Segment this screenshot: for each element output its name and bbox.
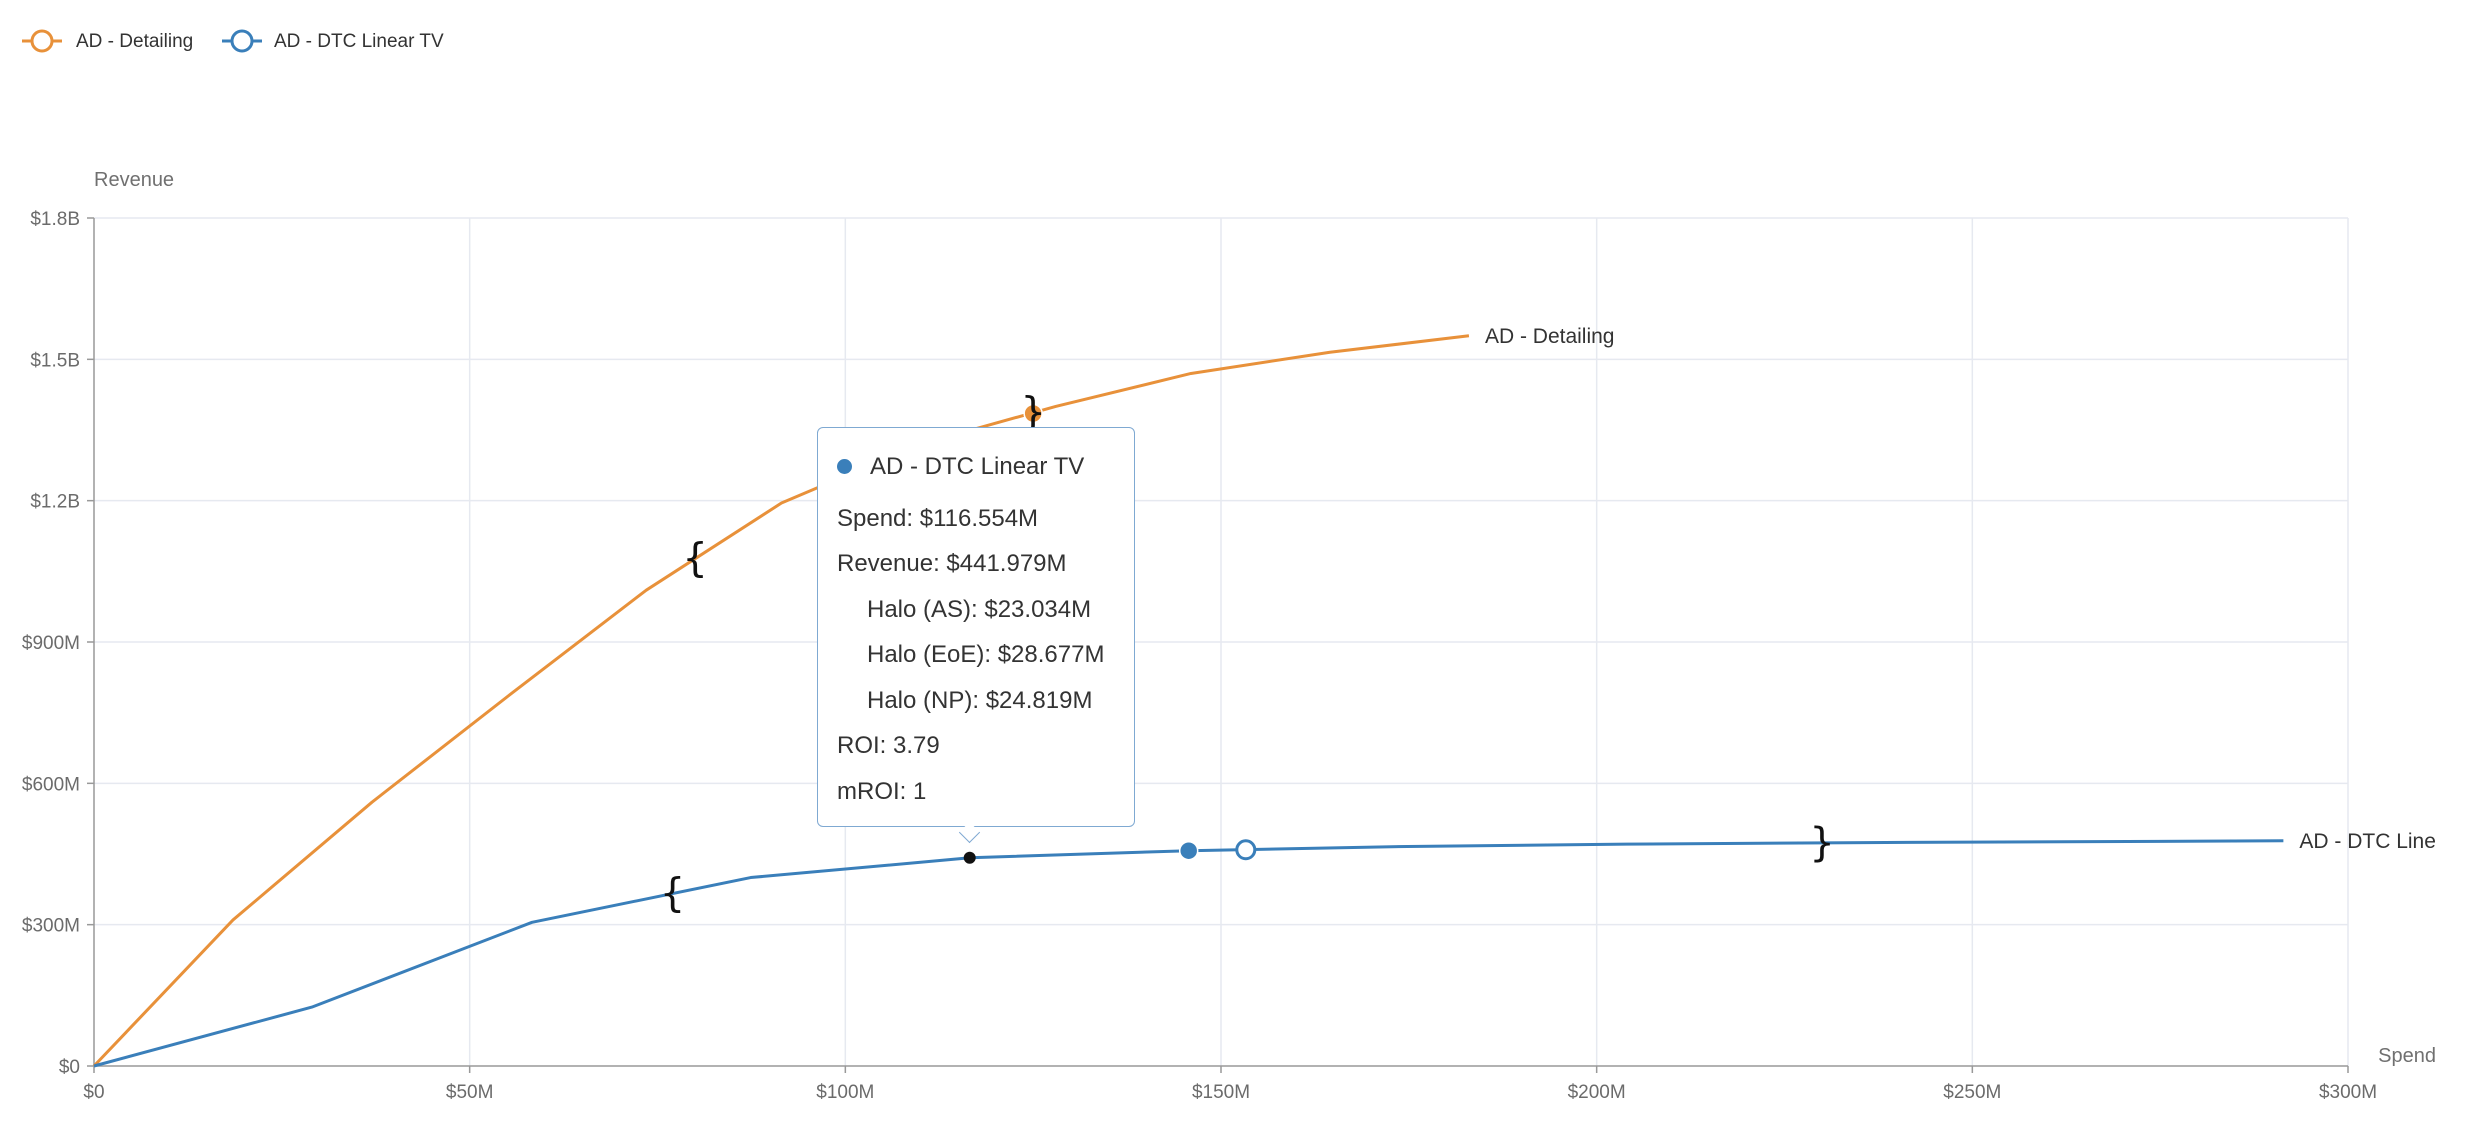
legend-marker-detailing [30, 29, 54, 53]
x-tick-label: $100M [816, 1082, 874, 1103]
brace-close-dtc[interactable]: } [1809, 820, 1834, 866]
legend: AD - Detailing AD - DTC Linear TV [22, 29, 444, 53]
x-tick-label: $50M [446, 1082, 494, 1103]
tooltip-series-name: AD - DTC Linear TV [870, 453, 1085, 480]
x-tick-label: $150M [1192, 1082, 1250, 1103]
tooltip-halo-np: Halo (NP): $24.819M [867, 686, 1093, 714]
tooltip-revenue: Revenue: $441.979M [837, 550, 1067, 577]
current-point-dtc[interactable] [1178, 840, 1199, 861]
tooltip-halo-as: Halo (AS): $23.034M [867, 595, 1092, 623]
end-label-detailing: AD - Detailing [1485, 325, 1615, 348]
hover-point-dtc[interactable] [963, 851, 976, 864]
legend-label-detailing: AD - Detailing [76, 31, 193, 52]
grid-lines [94, 217, 2349, 1066]
tooltip: AD - DTC Linear TV Spend: $116.554M Reve… [817, 427, 1135, 827]
x-tick-labels: $0 $50M $100M $150M $200M $250M $300M [83, 1066, 2377, 1103]
y-tick-label: $1.2B [30, 492, 80, 513]
tooltip-series-dot [837, 459, 852, 475]
x-tick-label: $0 [83, 1082, 104, 1103]
series-layer: AD - Detailing AD - DTC Line [92, 325, 2436, 1068]
y-tick-label: $0 [59, 1057, 80, 1078]
y-tick-label: $900M [22, 633, 80, 654]
y-tick-label: $1.5B [30, 350, 80, 371]
brace-open-dtc[interactable]: { [660, 871, 685, 917]
x-axis-title: Spend [2378, 1045, 2436, 1067]
x-tick-label: $250M [1943, 1082, 2001, 1103]
tooltip-spend: Spend: $116.554M [837, 504, 1039, 532]
tooltip-roi: ROI: 3.79 [837, 732, 940, 759]
y-tick-labels: $0 $300M $600M $900M $1.2B $1.5B $1.8B [22, 209, 94, 1078]
y-axis-title: Revenue [94, 169, 174, 191]
legend-item-dtc-linear-tv[interactable]: AD - DTC Linear TV [222, 29, 444, 53]
legend-item-detailing[interactable]: AD - Detailing [22, 29, 193, 53]
x-tick-label: $200M [1568, 1082, 1626, 1103]
optimized-point-dtc[interactable] [1235, 839, 1257, 861]
series-line-dtc[interactable] [93, 839, 2284, 1068]
legend-marker-dtc [230, 29, 254, 53]
y-tick-label: $1.8B [30, 209, 80, 230]
x-tick-label: $300M [2319, 1082, 2377, 1103]
y-tick-label: $600M [22, 774, 80, 795]
current-point-detailing[interactable] [1023, 403, 1043, 424]
end-label-dtc: AD - DTC Line [2299, 830, 2436, 853]
tooltip-halo-eoe: Halo (EoE): $28.677M [867, 641, 1105, 668]
brace-open-detailing[interactable]: { [682, 536, 707, 582]
series-line-detailing[interactable] [92, 334, 1470, 1068]
tooltip-mroi: mROI: 1 [837, 777, 927, 805]
y-tick-label: $300M [22, 916, 80, 937]
tooltip-title: AD - DTC Linear TV [837, 444, 1134, 490]
legend-label-dtc: AD - DTC Linear TV [274, 31, 444, 52]
